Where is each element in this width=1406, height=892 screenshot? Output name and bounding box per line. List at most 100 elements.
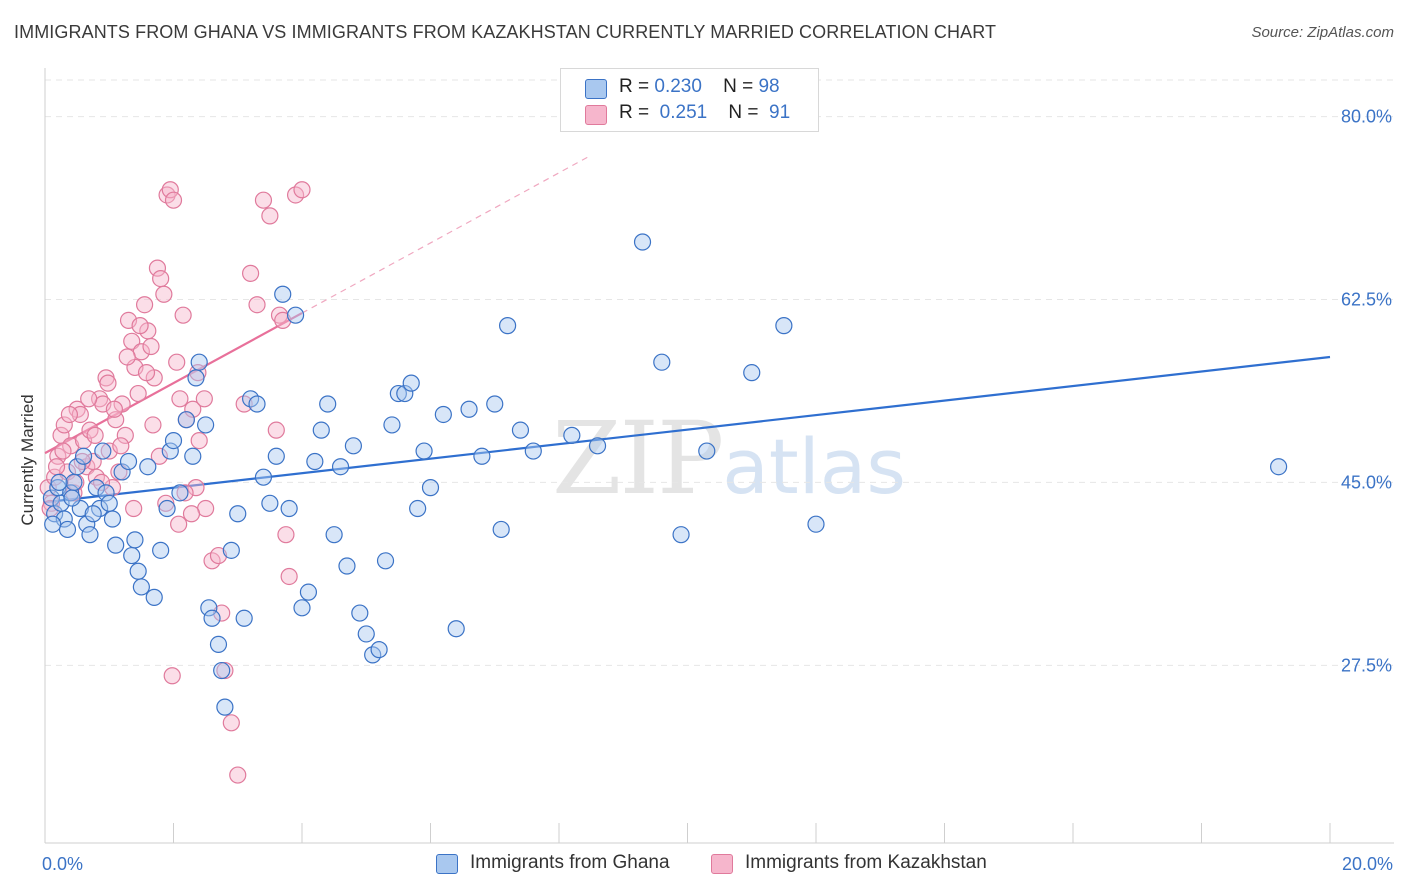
point-ghana-25 (132, 578, 150, 596)
point-kazakhstan-76 (105, 400, 123, 418)
point-kazakhstan-39 (164, 191, 183, 209)
point-kazakhstan-80 (131, 317, 149, 335)
x-tick-label-end: 20.0% (1342, 854, 1393, 874)
point-ghana-36 (190, 353, 208, 371)
bottom-swatch-kazakhstan (711, 854, 733, 874)
point-ghana-41 (213, 661, 231, 680)
point-ghana-20 (113, 463, 131, 481)
trend-ghana (44, 355, 1331, 504)
point-kazakhstan-61 (274, 311, 292, 329)
point-kazakhstan-79 (125, 499, 143, 518)
point-ghana-28 (152, 541, 170, 559)
point-ghana-96 (63, 489, 81, 507)
points-ghana (42, 233, 1288, 716)
point-kazakhstan-83 (150, 447, 168, 465)
axes (44, 68, 1394, 844)
point-kazakhstan-42 (174, 306, 192, 324)
point-kazakhstan-46 (190, 431, 208, 450)
point-kazakhstan-72 (80, 390, 98, 408)
chart-title: IMMIGRANTS FROM GHANA VS IMMIGRANTS FROM… (14, 22, 997, 42)
point-ghana-31 (164, 431, 183, 450)
point-ghana-71 (402, 374, 420, 392)
trendline-ghana (44, 355, 1331, 504)
point-ghana-78 (473, 447, 491, 465)
y-tick-label-1: 45.0% (1341, 472, 1392, 492)
point-ghana-45 (235, 609, 253, 627)
point-ghana-60 (331, 458, 350, 476)
point-ghana-64 (357, 625, 375, 643)
point-ghana-82 (511, 421, 530, 439)
point-kazakhstan-59 (267, 421, 285, 439)
trendline-kazakhstan (44, 312, 303, 455)
point-ghana-48 (254, 468, 273, 486)
legend-r-label-ghana: R = (619, 76, 650, 97)
point-ghana-12 (81, 526, 99, 544)
point-ghana-73 (415, 442, 433, 460)
point-ghana-37 (197, 416, 215, 434)
point-ghana-76 (447, 620, 465, 638)
point-ghana-32 (171, 484, 189, 502)
point-kazakhstan-58 (261, 207, 279, 225)
point-ghana-87 (653, 353, 671, 371)
point-kazakhstan-40 (168, 353, 186, 371)
point-ghana-19 (107, 536, 125, 554)
point-ghana-24 (129, 562, 147, 580)
legend-n-value-kazakhstan: 91 (769, 102, 791, 123)
point-ghana-83 (524, 442, 542, 460)
legend: R = 0.230 N = 98 R = 0.251 N = 91 (560, 68, 819, 132)
y-tick-label-3: 80.0% (1341, 107, 1392, 127)
point-ghana-40 (209, 635, 228, 654)
point-ghana-54 (293, 599, 311, 617)
y-axis-label: Currently Married (18, 394, 37, 526)
point-ghana-95 (50, 473, 68, 492)
point-kazakhstan-32 (142, 337, 160, 356)
point-kazakhstan-85 (163, 667, 181, 685)
point-kazakhstan-67 (47, 458, 66, 476)
point-ghana-80 (492, 520, 510, 539)
point-kazakhstan-75 (99, 374, 117, 392)
point-ghana-97 (84, 505, 102, 523)
point-ghana-21 (119, 452, 138, 471)
point-ghana-77 (460, 400, 478, 418)
point-ghana-44 (229, 505, 247, 523)
point-kazakhstan-87 (176, 484, 194, 502)
point-ghana-86 (633, 233, 652, 251)
point-ghana-59 (325, 526, 343, 544)
legend-swatch-ghana (585, 79, 607, 99)
point-ghana-22 (123, 546, 141, 565)
point-ghana-81 (499, 317, 517, 335)
trend-kazakhstan (44, 154, 592, 455)
point-kazakhstan-49 (209, 546, 228, 565)
point-ghana-53 (286, 306, 305, 324)
trendline-kazakhstan-extension (301, 154, 592, 314)
point-kazakhstan-88 (182, 505, 201, 523)
point-ghana-85 (588, 437, 607, 455)
point-ghana-52 (280, 499, 298, 518)
point-ghana-66 (370, 641, 388, 659)
point-ghana-61 (338, 557, 356, 575)
point-kazakhstan-90 (195, 390, 213, 408)
point-kazakhstan-5 (55, 416, 73, 434)
point-kazakhstan-53 (229, 766, 247, 784)
point-ghana-67 (376, 552, 395, 570)
point-kazakhstan-28 (129, 384, 147, 403)
watermark-zip: ZIP (552, 400, 724, 517)
point-ghana-90 (743, 364, 761, 382)
point-kazakhstan-77 (112, 437, 130, 455)
point-kazakhstan-81 (137, 364, 156, 382)
point-kazakhstan-50 (213, 604, 231, 622)
point-ghana-42 (216, 698, 234, 716)
point-ghana-94 (44, 515, 62, 533)
point-kazakhstan-73 (86, 426, 104, 444)
point-ghana-93 (1269, 458, 1288, 476)
point-kazakhstan-44 (184, 400, 202, 418)
legend-swatch-kazakhstan (585, 105, 607, 125)
watermark-atlas: atlas (722, 422, 906, 511)
legend-r-value-ghana: 0.230 (654, 76, 702, 97)
point-kazakhstan-34 (148, 259, 167, 277)
point-ghana-17 (100, 494, 118, 512)
point-ghana-58 (319, 395, 337, 413)
point-ghana-84 (563, 426, 581, 444)
point-ghana-56 (306, 452, 324, 471)
point-kazakhstan-24 (116, 426, 134, 444)
